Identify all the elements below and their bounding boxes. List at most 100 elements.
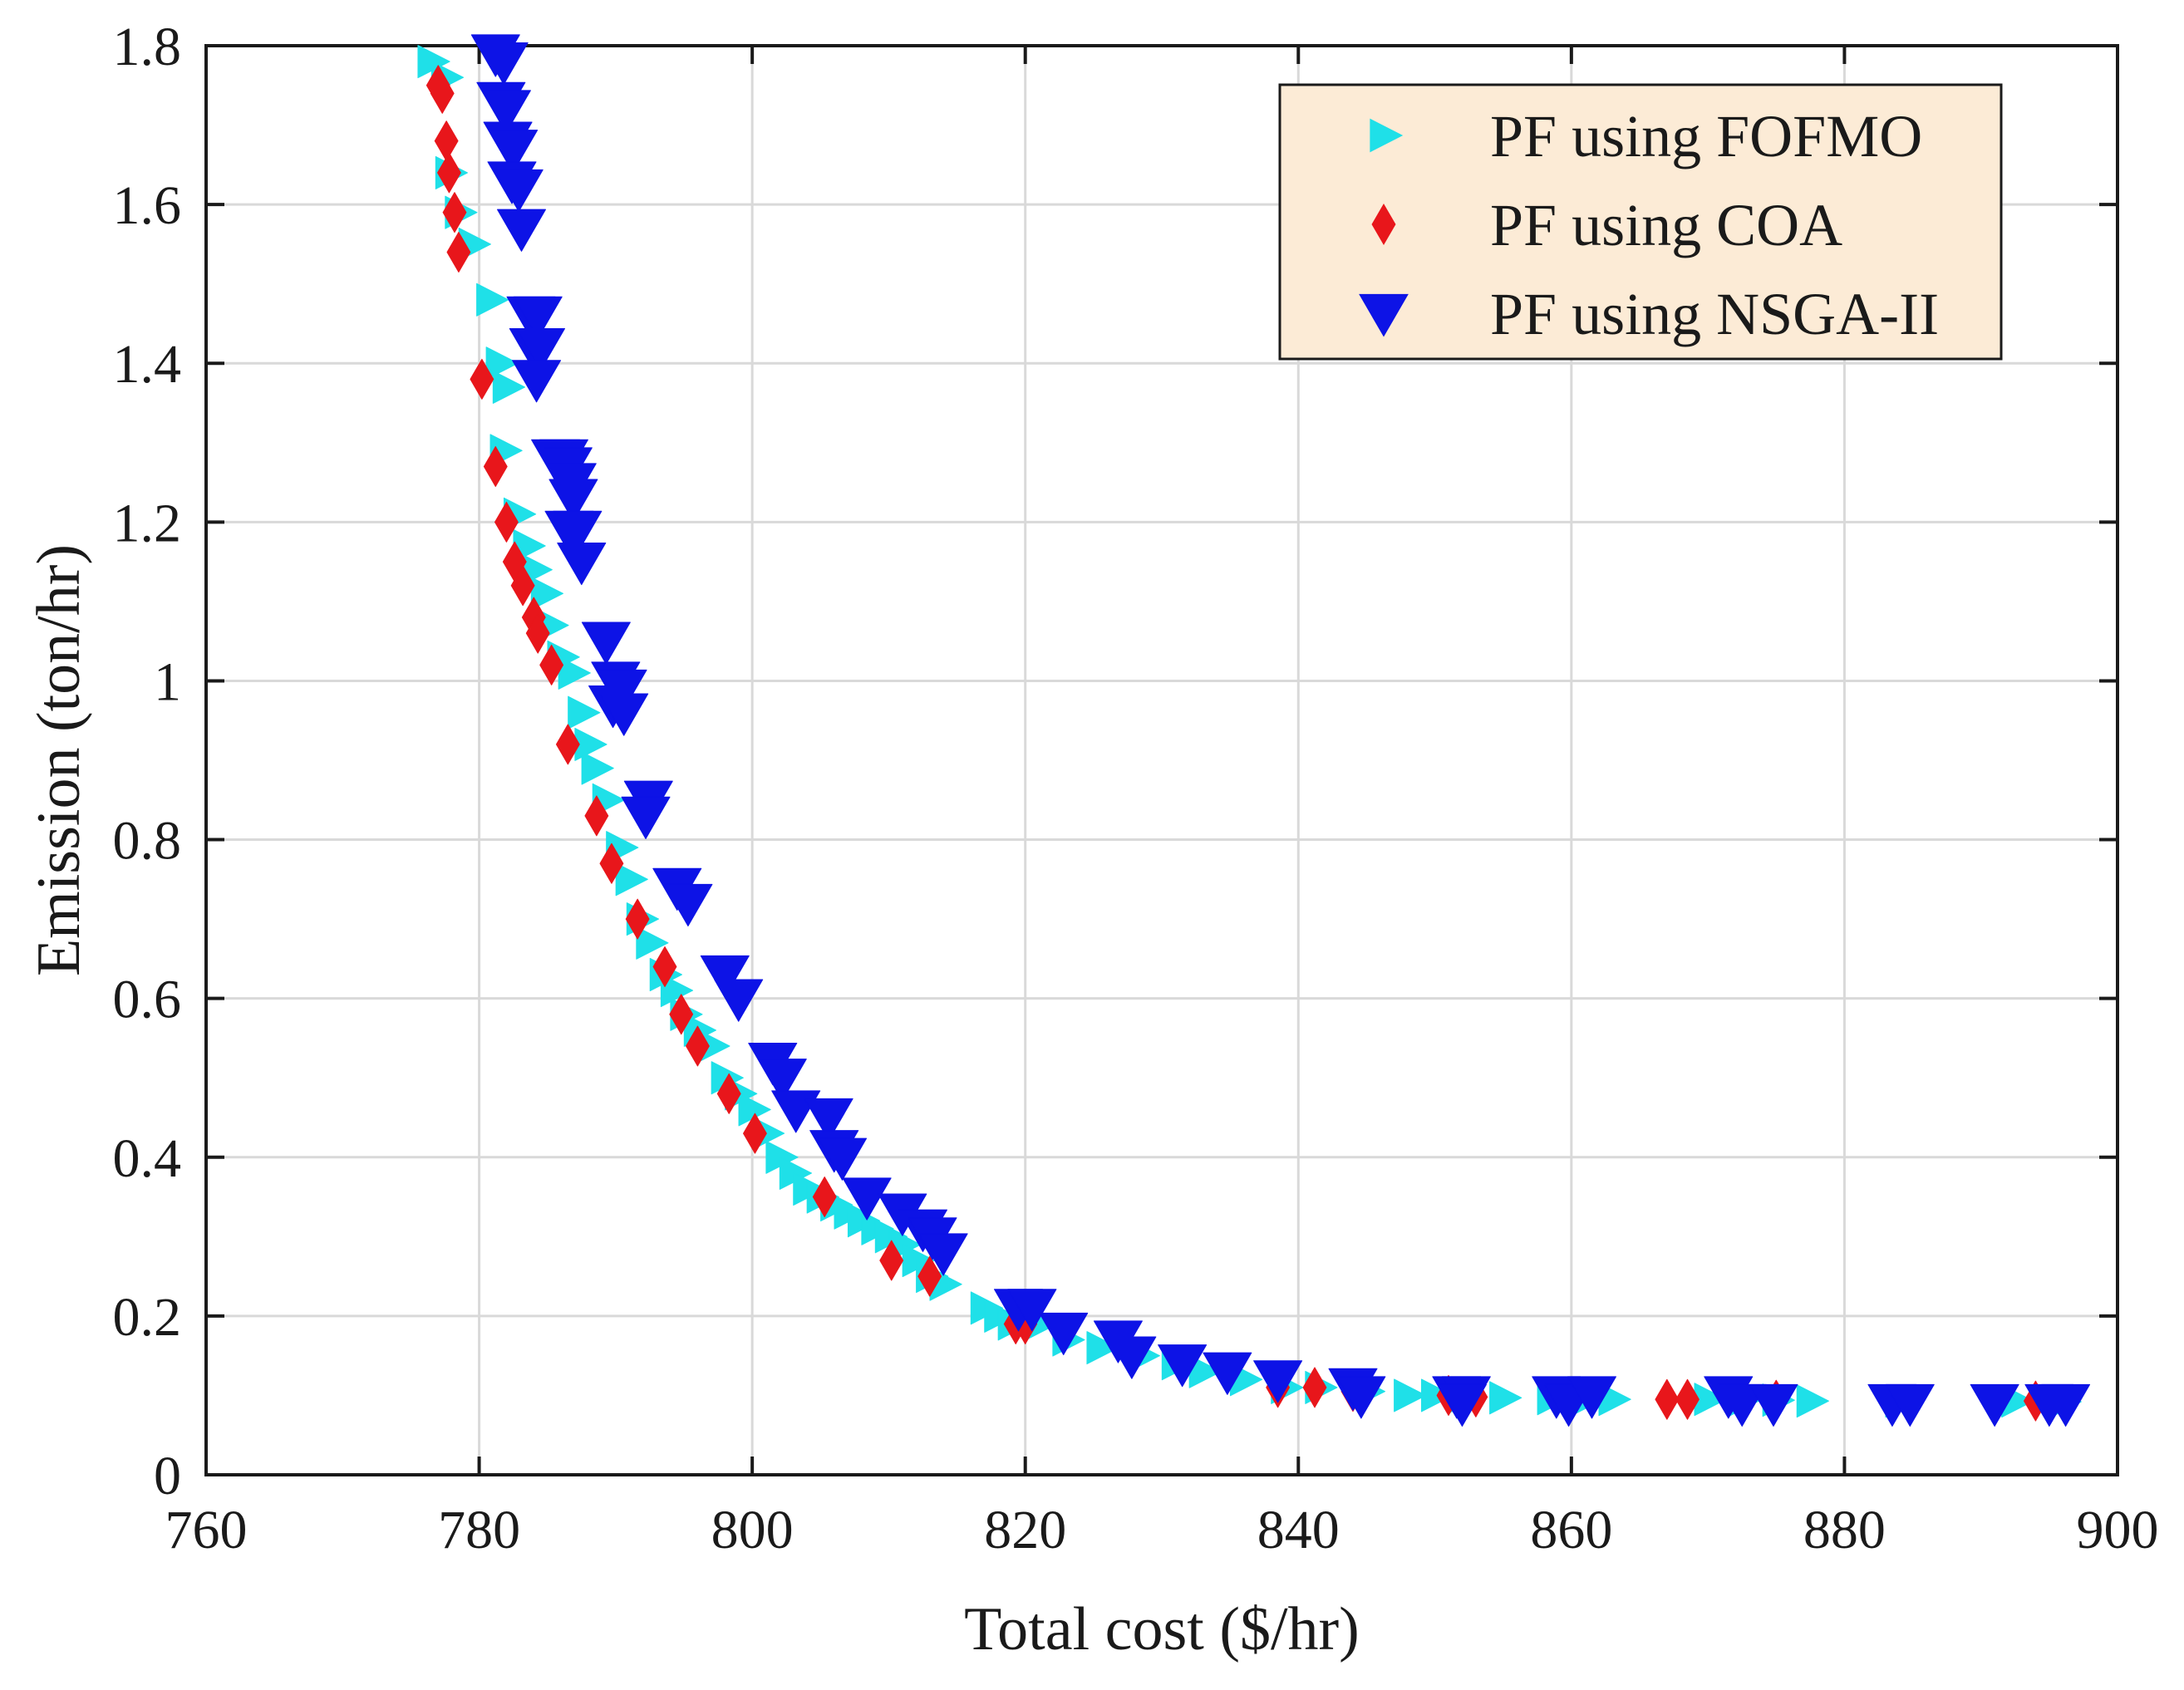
- y-tick-label: 0.8: [113, 811, 182, 872]
- coa-marker: [743, 1113, 767, 1154]
- fofmo-marker: [492, 370, 526, 404]
- fofmo-marker: [1796, 1384, 1829, 1418]
- fofmo-marker: [1394, 1378, 1427, 1412]
- coa-marker: [1655, 1378, 1680, 1420]
- y-tick-label: 1.2: [113, 493, 182, 553]
- nsga-ii-marker: [479, 42, 529, 86]
- nsga-ii-marker: [804, 1098, 853, 1142]
- y-tick-label: 1: [154, 651, 181, 712]
- legend-label: PF using FOFMO: [1490, 103, 1922, 169]
- fofmo-marker: [660, 974, 694, 1008]
- nsga-ii-marker: [512, 360, 562, 403]
- fofmo-marker: [568, 695, 601, 730]
- coa-marker: [494, 501, 519, 543]
- fofmo-marker: [1086, 1331, 1119, 1365]
- nsga-ii-marker: [553, 510, 603, 553]
- nsga-ii-marker: [1437, 1383, 1487, 1427]
- fofmo-marker: [581, 751, 614, 785]
- nsga-ii-marker: [714, 979, 764, 1022]
- nsga-ii-marker: [1885, 1383, 1935, 1427]
- coa-marker: [446, 231, 471, 273]
- coa-marker: [510, 565, 535, 607]
- coa-marker: [584, 795, 609, 837]
- nsga-ii-marker: [818, 1137, 868, 1181]
- coa-marker: [1675, 1378, 1699, 1420]
- nsga-ii-marker: [1253, 1360, 1303, 1403]
- nsga-ii-marker: [481, 90, 531, 133]
- x-tick-label: 780: [438, 1500, 520, 1560]
- legend-label: PF using NSGA-II: [1490, 281, 1939, 347]
- nsga-ii-marker: [842, 1177, 892, 1221]
- y-tick-label: 0: [154, 1446, 181, 1506]
- nsga-ii-marker: [1203, 1352, 1252, 1395]
- data-markers: [417, 34, 2091, 1427]
- nsga-ii-marker: [700, 955, 750, 999]
- x-axis-title: Total cost ($/hr): [964, 1595, 1360, 1663]
- nsga-ii-marker: [1970, 1383, 2019, 1427]
- nsga-ii-marker: [1007, 1289, 1057, 1332]
- y-axis-title: Emission (ton/hr): [25, 544, 93, 976]
- x-tick-label: 840: [1257, 1500, 1340, 1560]
- fofmo-marker: [636, 926, 669, 960]
- coa-marker: [1302, 1367, 1327, 1408]
- nsga-ii-marker: [1749, 1383, 1798, 1427]
- nsga-ii-marker: [557, 542, 607, 586]
- coa-marker: [716, 1073, 741, 1114]
- y-tick-label: 0.4: [113, 1128, 182, 1189]
- legend-label: PF using COA: [1490, 192, 1842, 258]
- coa-marker: [525, 612, 550, 654]
- coa-marker: [437, 152, 461, 194]
- coa-marker: [812, 1177, 837, 1218]
- coa-marker: [652, 946, 677, 987]
- nsga-ii-marker: [663, 883, 713, 927]
- coa-marker: [879, 1240, 904, 1281]
- coa-marker: [470, 358, 494, 400]
- fofmo-legend-symbol: [1370, 118, 1404, 153]
- axis-ticks: [204, 44, 2119, 1476]
- grid: [206, 46, 2118, 1475]
- y-tick-label: 1.6: [113, 175, 182, 236]
- nsga-ii-marker: [516, 327, 565, 371]
- nsga-ii-marker: [1107, 1336, 1157, 1379]
- nsga-ii-marker: [513, 296, 563, 339]
- fofmo-marker: [476, 282, 509, 317]
- coa-marker: [599, 843, 624, 884]
- nsga-ii-marker: [2041, 1383, 2091, 1427]
- coa-marker: [669, 994, 694, 1035]
- coa-legend-symbol: [1371, 204, 1396, 245]
- x-tick-label: 760: [165, 1500, 248, 1560]
- y-tick-label: 1.4: [113, 334, 182, 395]
- nsga-ii-marker: [1039, 1312, 1089, 1356]
- nsga-ii-marker: [918, 1233, 968, 1276]
- x-tick-label: 800: [711, 1500, 794, 1560]
- x-tick-label: 820: [984, 1500, 1066, 1560]
- x-tick-label: 860: [1530, 1500, 1612, 1560]
- coa-marker: [539, 644, 564, 685]
- coa-marker: [483, 445, 508, 487]
- legend-box: [1278, 83, 2003, 361]
- nsga-ii-marker: [621, 796, 671, 839]
- legend: PF using FOFMO PF using COA PF using NSGA-…: [1278, 83, 2003, 361]
- coa-marker: [686, 1025, 710, 1067]
- legend-entry-1: PF using FOFMO: [1370, 103, 1922, 169]
- coa-marker: [917, 1255, 942, 1297]
- axis-tick-labels: 760 780 800 820 840 860 880 900 0 0.2 0.4 0.6 0.8 1 1.…: [113, 17, 2159, 1560]
- nsga-ii-marker: [494, 169, 544, 213]
- coa-marker: [625, 898, 650, 940]
- coa-marker: [555, 724, 580, 765]
- fofmo-marker: [1489, 1381, 1522, 1415]
- nsga-ii-legend-symbol: [1359, 293, 1409, 337]
- y-tick-label: 0.6: [113, 970, 182, 1030]
- y-tick-label: 1.8: [113, 17, 182, 77]
- nsga-ii-marker: [1717, 1383, 1767, 1427]
- nsga-ii-marker: [757, 1059, 807, 1102]
- nsga-ii-marker: [1158, 1344, 1208, 1388]
- nsga-ii-marker: [497, 209, 546, 252]
- series-3: [470, 34, 2091, 1427]
- legend-entry-2: PF using COA: [1371, 192, 1842, 258]
- nsga-ii-marker: [1336, 1376, 1386, 1419]
- nsga-ii-marker: [599, 693, 649, 736]
- nsga-ii-marker: [548, 479, 598, 522]
